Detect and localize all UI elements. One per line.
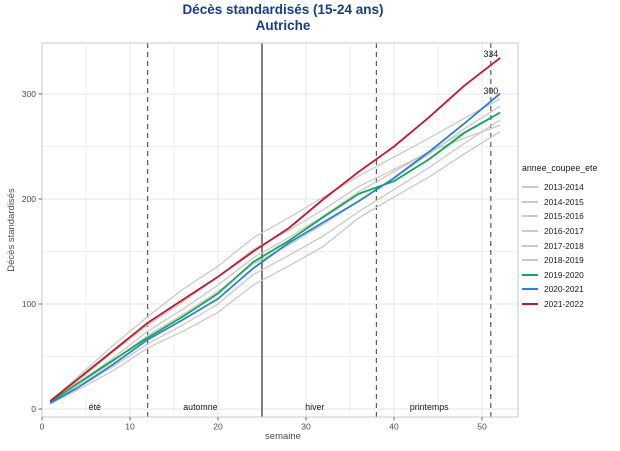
legend: annee_coupee_ete 2013-2014 2014-2015 2015-… (522, 163, 620, 311)
y-tick-label: 300 (22, 89, 36, 99)
chart-title-line2: Autriche (255, 18, 311, 33)
series-line-2017-2018 (50, 131, 501, 405)
series-line-2019-2020 (49, 112, 501, 403)
legend-line-swatch (522, 273, 538, 276)
legend-item-2019-2020: 2019-2020 (522, 268, 620, 283)
season-label-été: été (89, 402, 101, 412)
legend-line-swatch (522, 244, 538, 247)
legend-item-2018-2019: 2018-2019 (522, 253, 620, 268)
chart-title: Décès standardisés (15-24 ans) Autriche (0, 2, 566, 34)
value-annotation-334: 334 (483, 49, 498, 59)
legend-items: 2013-2014 2014-2015 2015-2016 2016-2017 2017… (522, 180, 620, 311)
legend-item-2015-2016: 2015-2016 (522, 209, 620, 224)
legend-item-2017-2018: 2017-2018 (522, 238, 620, 253)
legend-line-swatch (522, 288, 538, 291)
value-annotation-300: 300 (483, 86, 498, 96)
x-tick-label: 0 (40, 422, 45, 432)
legend-item-2013-2014: 2013-2014 (522, 180, 620, 195)
legend-item-label: 2019-2020 (544, 269, 584, 280)
x-tick-label: 50 (477, 422, 487, 432)
x-axis-title: semaine (265, 431, 301, 442)
legend-item-2020-2021: 2020-2021 (522, 282, 620, 297)
legend-line-swatch (522, 215, 538, 218)
y-axis-title: Décès standardisés (6, 188, 17, 272)
legend-item-label: 2021-2022 (544, 299, 584, 310)
legend-item-label: 2013-2014 (544, 182, 584, 193)
legend-item-2021-2022: 2021-2022 (522, 297, 620, 312)
series-line-2013-2014 (50, 119, 501, 405)
series-line-2020-2021 (49, 93, 501, 404)
season-label-automne: automne (183, 402, 217, 412)
legend-title: annee_coupee_ete (522, 163, 598, 173)
x-tick-label: 20 (213, 422, 223, 432)
legend-item-label: 2020-2021 (544, 284, 584, 295)
legend-line-swatch (522, 186, 538, 189)
legend-item-label: 2018-2019 (544, 255, 584, 266)
y-tick-label: 0 (31, 404, 36, 414)
y-tick-label: 200 (22, 194, 36, 204)
legend-item-label: 2017-2018 (544, 240, 584, 251)
season-label-printemps: printemps (410, 402, 449, 412)
x-tick-label: 10 (125, 422, 135, 432)
legend-item-label: 2015-2016 (544, 211, 584, 222)
legend-item-label: 2014-2015 (544, 196, 584, 207)
legend-item-2014-2015: 2014-2015 (522, 195, 620, 210)
y-tick-label: 100 (22, 299, 36, 309)
chart-title-line1: Décès standardisés (15-24 ans) (182, 2, 384, 17)
x-tick-label: 40 (389, 422, 399, 432)
legend-line-swatch (522, 259, 538, 262)
legend-line-swatch (522, 230, 538, 233)
legend-item-2016-2017: 2016-2017 (522, 224, 620, 239)
season-label-hiver: hiver (305, 402, 324, 412)
legend-item-label: 2016-2017 (544, 226, 584, 237)
legend-line-swatch (522, 200, 538, 203)
series-line-2021-2022 (49, 57, 501, 402)
series-line-2016-2017 (50, 98, 501, 402)
x-tick-label: 30 (301, 422, 311, 432)
panel-border (41, 42, 519, 418)
legend-line-swatch (522, 303, 538, 306)
